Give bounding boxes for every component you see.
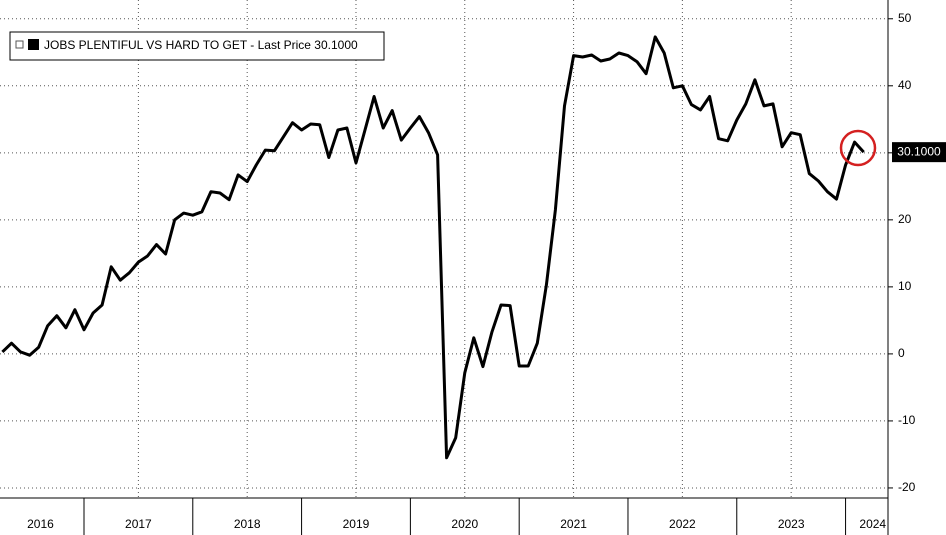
x-tick-label: 2016 [27, 517, 54, 531]
legend-box [9, 31, 385, 61]
y-tick-label: -20 [898, 480, 916, 494]
line-series [1, 35, 865, 460]
x-tick-label: 2023 [778, 517, 805, 531]
y-tick-label: 20 [898, 212, 912, 226]
legend-swatch [28, 39, 39, 50]
x-tick-label: 2022 [669, 517, 696, 531]
legend-toggle [15, 40, 24, 49]
x-tick-label: 2024 [859, 517, 886, 531]
x-tick-label: 2020 [451, 517, 478, 531]
highlight-circle [839, 129, 877, 167]
legend-label: JOBS PLENTIFUL VS HARD TO GET - Last Pri… [44, 38, 358, 52]
legend: JOBS PLENTIFUL VS HARD TO GET - Last Pri… [9, 31, 385, 61]
x-tick-label: 2018 [234, 517, 261, 531]
last-price-label: 30.1000 [897, 144, 941, 158]
y-tick-label: 0 [898, 346, 905, 360]
x-tick-label: 2021 [560, 517, 587, 531]
last-price-box [892, 142, 946, 163]
y-tick-label: -10 [898, 413, 916, 427]
x-tick-label: 2019 [343, 517, 370, 531]
x-tick-label: 2017 [125, 517, 152, 531]
y-tick-label: 40 [898, 78, 912, 92]
y-tick-label: 10 [898, 279, 912, 293]
y-tick-label: 50 [898, 11, 912, 25]
